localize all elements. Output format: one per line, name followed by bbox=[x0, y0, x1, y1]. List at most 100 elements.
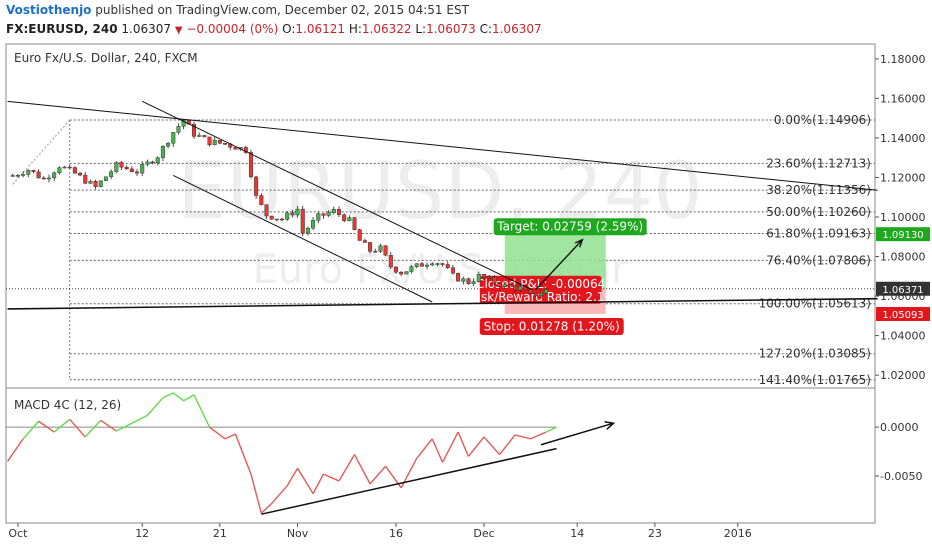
candle-up bbox=[326, 212, 331, 216]
fib-level-label: 23.60%(1.12713) bbox=[766, 156, 871, 170]
candle-down bbox=[67, 166, 72, 169]
close-label: C: bbox=[479, 22, 492, 36]
candle-up bbox=[103, 176, 108, 182]
candle-up bbox=[409, 266, 414, 272]
candle-up bbox=[435, 263, 440, 265]
candle-up bbox=[461, 278, 466, 282]
price-trend-line[interactable] bbox=[7, 100, 878, 191]
macd-segment bbox=[84, 419, 102, 438]
candle-down bbox=[10, 175, 15, 177]
price-change: −0.00004 (0%) bbox=[186, 22, 279, 36]
candle-down bbox=[72, 167, 77, 174]
fibonacci-retracement[interactable]: 0.00%(1.14906) 23.60%(1.12713) 38.20%(1.11… bbox=[12, 113, 875, 387]
candle-up bbox=[347, 217, 352, 221]
candle-down bbox=[259, 195, 264, 205]
high-value: 1.06322 bbox=[361, 22, 412, 36]
fib-level-label: 76.40%(1.07806) bbox=[766, 253, 871, 267]
candle-down bbox=[321, 213, 326, 216]
trend-lines[interactable] bbox=[7, 100, 878, 310]
price-trend-line[interactable] bbox=[173, 175, 433, 303]
price-trend-line[interactable] bbox=[7, 297, 878, 310]
candle-down bbox=[419, 263, 424, 267]
stop-label-box bbox=[479, 318, 624, 336]
chart-header: Vostiothenjo published on TradingView.co… bbox=[0, 0, 932, 44]
macd-segment bbox=[146, 397, 164, 416]
price-trend-line[interactable] bbox=[141, 100, 531, 290]
macd-pane-title: MACD 4C (12, 26) bbox=[14, 398, 121, 412]
macd-segment bbox=[530, 431, 547, 440]
macd-segment bbox=[483, 436, 501, 455]
candle-down bbox=[83, 174, 88, 184]
macd-trend-line[interactable] bbox=[261, 447, 557, 515]
projection-arrowhead bbox=[574, 238, 584, 248]
candle-up bbox=[295, 208, 300, 216]
author-link[interactable]: Vostiothenjo bbox=[6, 3, 92, 17]
macd-tick-label: -0.0050 bbox=[880, 470, 922, 483]
candle-down bbox=[150, 161, 155, 164]
price-tick-label: 1.08000 bbox=[880, 251, 926, 264]
time-tick-label: 14 bbox=[570, 527, 584, 540]
candle-up bbox=[52, 172, 57, 179]
candle-down bbox=[440, 263, 445, 265]
macd-segment bbox=[224, 433, 236, 440]
macd-segment bbox=[260, 502, 273, 514]
candle-down bbox=[243, 147, 248, 153]
candle-down bbox=[223, 143, 228, 145]
candle-down bbox=[269, 215, 274, 220]
candle-up bbox=[140, 164, 145, 174]
time-tick-label: Dec bbox=[473, 527, 494, 540]
macd-segment bbox=[162, 392, 174, 399]
candle-up bbox=[145, 161, 150, 165]
macd-segment bbox=[353, 454, 371, 485]
candle-down bbox=[342, 214, 347, 221]
candle-up bbox=[15, 175, 20, 177]
candle-down bbox=[124, 166, 129, 170]
macd-segment bbox=[338, 454, 356, 482]
candle-down bbox=[482, 274, 487, 278]
macd-segment bbox=[115, 422, 133, 432]
macd-segment bbox=[6, 438, 24, 462]
price-tick-label: 1.04000 bbox=[880, 330, 926, 343]
candle-down bbox=[233, 146, 238, 150]
candle-series bbox=[10, 119, 549, 299]
candle-down bbox=[507, 284, 512, 287]
macd-tick-label: 0.0000 bbox=[880, 421, 919, 434]
candle-up bbox=[62, 166, 67, 169]
macd-segment bbox=[369, 465, 387, 485]
fib-level-label: 38.20%(1.11356) bbox=[766, 183, 871, 197]
time-tick-label: 23 bbox=[648, 527, 662, 540]
target-price-tag: 1.09130 bbox=[882, 230, 923, 241]
macd-segment bbox=[467, 436, 485, 457]
candle-down bbox=[357, 229, 362, 241]
long-position-tool[interactable]: Target: 0.02759 (2.59%)Closed P&L: -0.00… bbox=[6, 218, 875, 336]
low-label: L: bbox=[415, 22, 427, 36]
macd-trend-line[interactable] bbox=[540, 422, 614, 446]
time-tick-label: Nov bbox=[287, 527, 309, 540]
candle-down bbox=[31, 169, 36, 172]
candle-down bbox=[93, 181, 98, 187]
time-tick-label: 2016 bbox=[724, 527, 752, 540]
candle-up bbox=[114, 162, 119, 172]
candle-down bbox=[352, 217, 357, 230]
candle-down bbox=[362, 240, 367, 243]
candle-up bbox=[197, 135, 202, 137]
macd-segment bbox=[53, 418, 71, 433]
publish-line: Vostiothenjo published on TradingView.co… bbox=[6, 3, 469, 17]
candle-up bbox=[544, 289, 549, 294]
macd-segment bbox=[172, 392, 185, 402]
candle-up bbox=[26, 169, 31, 175]
target-label: Target: 0.02759 (2.59%) bbox=[496, 220, 643, 234]
candle-up bbox=[98, 180, 103, 187]
macd-segment bbox=[431, 438, 444, 463]
macd-segment bbox=[286, 467, 299, 487]
candle-up bbox=[425, 264, 430, 267]
candle-down bbox=[383, 245, 388, 256]
macd-segment bbox=[323, 473, 340, 482]
candle-up bbox=[212, 140, 217, 145]
candle-down bbox=[280, 218, 285, 221]
fib-level-label: 50.00%(1.10260) bbox=[766, 205, 871, 219]
candle-up bbox=[160, 145, 165, 158]
price-tick-label: 1.16000 bbox=[880, 92, 926, 105]
candle-down bbox=[207, 136, 212, 145]
